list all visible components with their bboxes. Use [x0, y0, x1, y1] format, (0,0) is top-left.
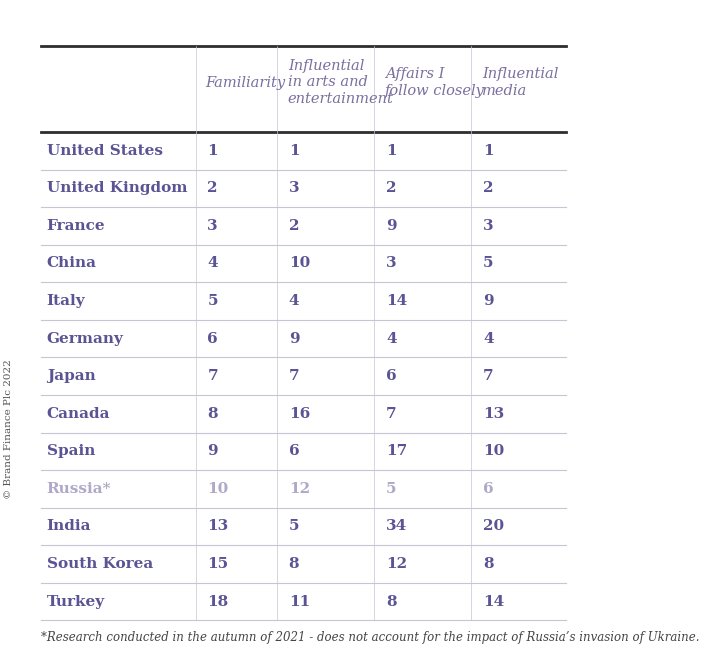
- Text: France: France: [47, 219, 105, 233]
- Text: Russia*: Russia*: [47, 482, 111, 496]
- Text: Turkey: Turkey: [47, 595, 105, 609]
- Text: 4: 4: [483, 331, 494, 346]
- Text: 8: 8: [207, 407, 218, 421]
- Text: 8: 8: [386, 595, 396, 609]
- Text: 1: 1: [289, 144, 300, 158]
- Text: 7: 7: [483, 369, 494, 383]
- Text: 5: 5: [289, 519, 299, 533]
- Text: 7: 7: [386, 407, 396, 421]
- Text: 6: 6: [386, 369, 396, 383]
- Text: Japan: Japan: [47, 369, 95, 383]
- Text: 2: 2: [289, 219, 299, 233]
- Text: 34: 34: [386, 519, 407, 533]
- Text: 1: 1: [483, 144, 494, 158]
- Text: China: China: [47, 257, 97, 271]
- Text: 7: 7: [207, 369, 218, 383]
- Text: 1: 1: [386, 144, 396, 158]
- Text: 9: 9: [386, 219, 396, 233]
- Text: 3: 3: [483, 219, 494, 233]
- Text: United Kingdom: United Kingdom: [47, 182, 187, 195]
- Text: United States: United States: [47, 144, 162, 158]
- Text: 2: 2: [483, 182, 494, 195]
- Text: 4: 4: [207, 257, 218, 271]
- Text: 13: 13: [207, 519, 229, 533]
- Text: 14: 14: [483, 595, 505, 609]
- Text: 10: 10: [483, 444, 505, 458]
- Text: 4: 4: [386, 331, 396, 346]
- Text: 3: 3: [289, 182, 300, 195]
- Text: 8: 8: [483, 557, 494, 571]
- Text: 1: 1: [207, 144, 218, 158]
- Text: 10: 10: [207, 482, 229, 496]
- Text: 6: 6: [289, 444, 300, 458]
- Text: © Brand Finance Plc 2022: © Brand Finance Plc 2022: [4, 359, 13, 499]
- Text: India: India: [47, 519, 91, 533]
- Text: 18: 18: [207, 595, 229, 609]
- Text: 8: 8: [289, 557, 300, 571]
- Text: 9: 9: [289, 331, 300, 346]
- Text: 13: 13: [483, 407, 505, 421]
- Text: 10: 10: [289, 257, 310, 271]
- Text: Influential
in arts and
entertainment: Influential in arts and entertainment: [288, 59, 393, 106]
- Text: 20: 20: [483, 519, 504, 533]
- Text: Familiarity: Familiarity: [205, 75, 285, 90]
- Text: Spain: Spain: [47, 444, 95, 458]
- Text: Influential
media: Influential media: [482, 67, 558, 98]
- Text: Canada: Canada: [47, 407, 110, 421]
- Text: 17: 17: [386, 444, 407, 458]
- Text: 9: 9: [207, 444, 218, 458]
- Text: 5: 5: [207, 294, 218, 308]
- Text: 9: 9: [483, 294, 494, 308]
- Text: 2: 2: [386, 182, 396, 195]
- Text: 5: 5: [386, 482, 396, 496]
- Text: 2: 2: [207, 182, 218, 195]
- Text: Germany: Germany: [47, 331, 123, 346]
- Text: 12: 12: [289, 482, 310, 496]
- Text: 5: 5: [483, 257, 494, 271]
- Text: Affairs I
follow closely: Affairs I follow closely: [385, 67, 485, 98]
- Text: 15: 15: [207, 557, 228, 571]
- Text: 6: 6: [207, 331, 218, 346]
- Text: 12: 12: [386, 557, 407, 571]
- Text: *Research conducted in the autumn of 2021 - does not account for the impact of R: *Research conducted in the autumn of 202…: [41, 630, 700, 644]
- Text: 7: 7: [289, 369, 300, 383]
- Text: 6: 6: [483, 482, 494, 496]
- Text: 4: 4: [289, 294, 300, 308]
- Text: South Korea: South Korea: [47, 557, 153, 571]
- Text: 11: 11: [289, 595, 310, 609]
- Text: 14: 14: [386, 294, 407, 308]
- Text: 3: 3: [207, 219, 218, 233]
- Text: 16: 16: [289, 407, 310, 421]
- Text: 3: 3: [386, 257, 396, 271]
- Text: Italy: Italy: [47, 294, 85, 308]
